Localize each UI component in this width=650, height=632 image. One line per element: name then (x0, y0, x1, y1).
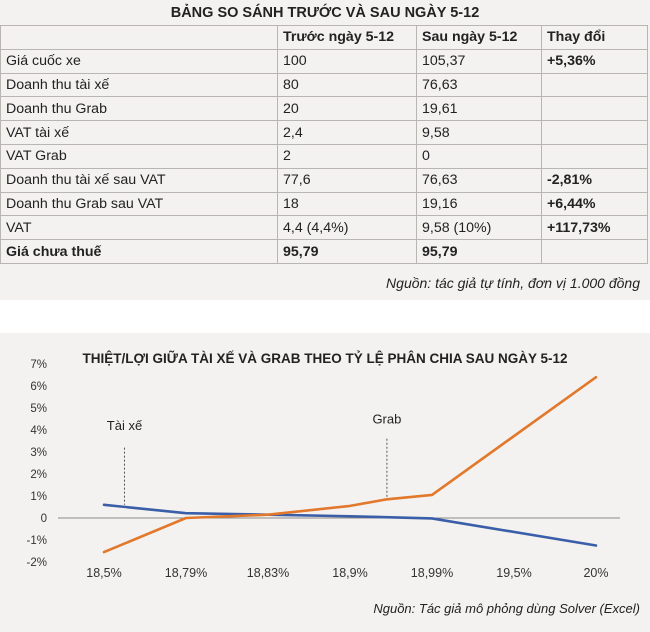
table-row: Giá chưa thuế 95,79 95,79 (0, 239, 648, 264)
table-cell (541, 143, 648, 169)
table-cell (541, 120, 648, 145)
table-row: Doanh thu tài xế 80 76,63 (0, 72, 648, 98)
chart-source-note: Nguồn: Tác giả mô phỏng dùng Solver (Exc… (373, 601, 640, 616)
table-cell: VAT (0, 215, 278, 241)
table-cell: 19,16 (416, 191, 542, 217)
table-cell: Doanh thu Grab sau VAT (0, 191, 278, 217)
line-chart: THIỆT/LỢI GIỮA TÀI XẾ VÀ GRAB THEO TỶ LỆ… (27, 351, 640, 616)
table-cell: 95,79 (416, 239, 542, 264)
table-cell: 18 (277, 191, 417, 217)
y-tick-label: 2% (30, 469, 47, 481)
x-tick-label: 18,9% (332, 566, 367, 580)
table-cell: 76,63 (416, 167, 542, 193)
table-cell: 95,79 (277, 239, 417, 264)
series-line-1 (102, 375, 598, 554)
y-tick-label: 6% (30, 381, 47, 393)
y-tick-label: -1% (27, 535, 47, 547)
table-cell: Doanh thu Grab (0, 96, 278, 122)
table-cell (541, 96, 648, 122)
y-tick-label: -2% (27, 557, 47, 569)
table-cell (541, 239, 648, 264)
table-cell: 9,58 (10%) (416, 215, 542, 241)
table-cell: Giá cuốc xe (0, 48, 278, 74)
table-header-cell: Sau ngày 5-12 (416, 25, 542, 50)
table-row: VAT tài xế 2,4 9,58 (0, 120, 648, 145)
comparison-table: Trước ngày 5-12 Sau ngày 5-12 Thay đổi Giá … (0, 25, 648, 264)
table-row: Doanh thu Grab 20 19,61 (0, 96, 648, 122)
table-cell: 4,4 (4,4%) (277, 215, 417, 241)
table-cell: 2,4 (277, 120, 417, 145)
table-cell: Doanh thu tài xế (0, 72, 278, 98)
x-tick-label: 18,5% (86, 566, 121, 580)
x-tick-label: 18,79% (165, 566, 207, 580)
table-cell: +6,44% (541, 191, 648, 217)
table-cell: 76,63 (416, 72, 542, 98)
x-tick-label: 18,99% (411, 566, 453, 580)
chart-title: THIỆT/LỢI GIỮA TÀI XẾ VÀ GRAB THEO TỶ LỆ… (82, 351, 567, 366)
table-cell: +5,36% (541, 48, 648, 74)
table-cell: Giá chưa thuế (0, 239, 278, 264)
annotation-label: Grab (372, 411, 401, 426)
comparison-table-panel: BẢNG SO SÁNH TRƯỚC VÀ SAU NGÀY 5-12 Trướ… (0, 0, 650, 300)
table-row: Giá cuốc xe 100 105,37 +5,36% (0, 48, 648, 74)
table-cell: 20 (277, 96, 417, 122)
table-cell: 0 (416, 143, 542, 169)
table-cell: 77,6 (277, 167, 417, 193)
y-tick-label: 0 (41, 513, 47, 525)
x-tick-label: 20% (583, 566, 608, 580)
table-cell: 105,37 (416, 48, 542, 74)
line-chart-panel: THIỆT/LỢI GIỮA TÀI XẾ VÀ GRAB THEO TỶ LỆ… (0, 333, 650, 632)
table-cell: VAT tài xế (0, 120, 278, 145)
table-cell: -2,81% (541, 167, 648, 193)
table-row: VAT Grab 2 0 (0, 143, 648, 169)
x-tick-label: 18,83% (247, 566, 289, 580)
table-title: BẢNG SO SÁNH TRƯỚC VÀ SAU NGÀY 5-12 (170, 5, 480, 21)
table-cell: 2 (277, 143, 417, 169)
table-header-row: Trước ngày 5-12 Sau ngày 5-12 Thay đổi (0, 25, 648, 50)
table-row: Doanh thu tài xế sau VAT 77,6 76,63 -2,81% (0, 167, 648, 193)
annotation-label: Tài xế (107, 418, 143, 433)
table-source-note: Nguồn: tác giả tự tính, đơn vị 1.000 đồn… (386, 275, 640, 291)
y-tick-label: 4% (30, 425, 47, 437)
table-cell: 80 (277, 72, 417, 98)
table-cell: 100 (277, 48, 417, 74)
table-header-cell: Thay đổi (541, 25, 648, 50)
table-cell: 9,58 (416, 120, 542, 145)
table-cell (541, 72, 648, 98)
table-header-cell (0, 25, 278, 50)
x-tick-label: 19,5% (496, 566, 531, 580)
table-row: Doanh thu Grab sau VAT 18 19,16 +6,44% (0, 191, 648, 217)
series-line-0 (102, 503, 598, 547)
table-cell: Doanh thu tài xế sau VAT (0, 167, 278, 193)
table-cell: VAT Grab (0, 143, 278, 169)
table-cell: +117,73% (541, 215, 648, 241)
y-tick-label: 5% (30, 403, 47, 415)
y-tick-label: 3% (30, 447, 47, 459)
table-header-cell: Trước ngày 5-12 (277, 25, 417, 50)
y-tick-label: 1% (30, 491, 47, 503)
table-row: VAT 4,4 (4,4%) 9,58 (10%) +117,73% (0, 215, 648, 241)
table-cell: 19,61 (416, 96, 542, 122)
y-tick-label: 7% (30, 359, 47, 371)
